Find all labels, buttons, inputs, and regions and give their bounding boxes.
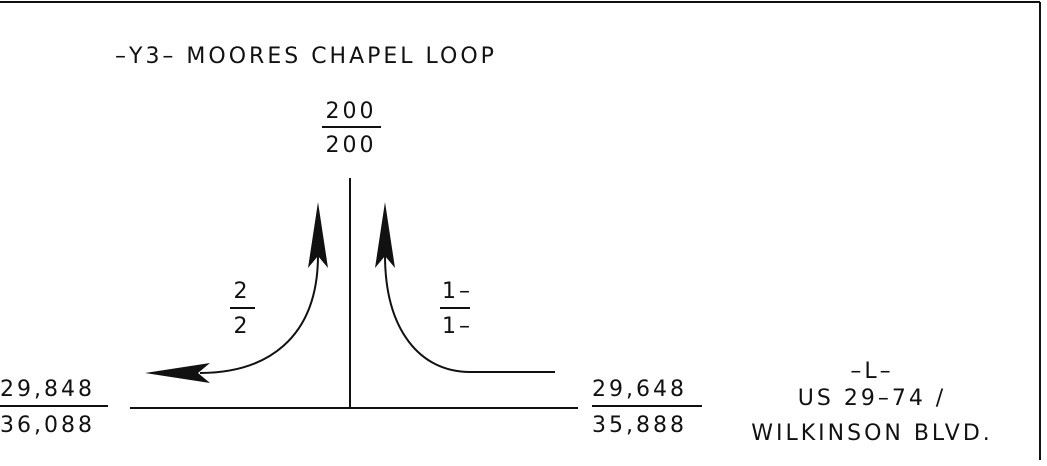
left-turn-bottom: 2: [234, 314, 251, 339]
arrowhead: [308, 202, 328, 268]
road-designation: –L–: [850, 359, 893, 384]
arrowhead: [375, 202, 395, 268]
left-turn-top: 2: [234, 279, 251, 304]
arrowhead: [145, 363, 210, 383]
north-bottom: 200: [326, 133, 377, 158]
north-top: 200: [326, 99, 377, 124]
east-bottom: 35,888: [592, 413, 687, 438]
right-turn-top: 1–: [442, 279, 473, 304]
west-top: 29,848: [0, 377, 95, 402]
left-turn-arrow: [199, 254, 319, 374]
west-bottom: 36,088: [0, 413, 95, 438]
road-name: WILKINSON BLVD.: [751, 421, 993, 446]
east-top: 29,648: [592, 377, 687, 402]
right-turn-bottom: 1–: [442, 314, 473, 339]
title: –Y3– MOORES CHAPEL LOOP: [115, 44, 497, 69]
right-turn-arrow: [384, 254, 555, 373]
road-route: US 29–74 /: [798, 386, 946, 411]
